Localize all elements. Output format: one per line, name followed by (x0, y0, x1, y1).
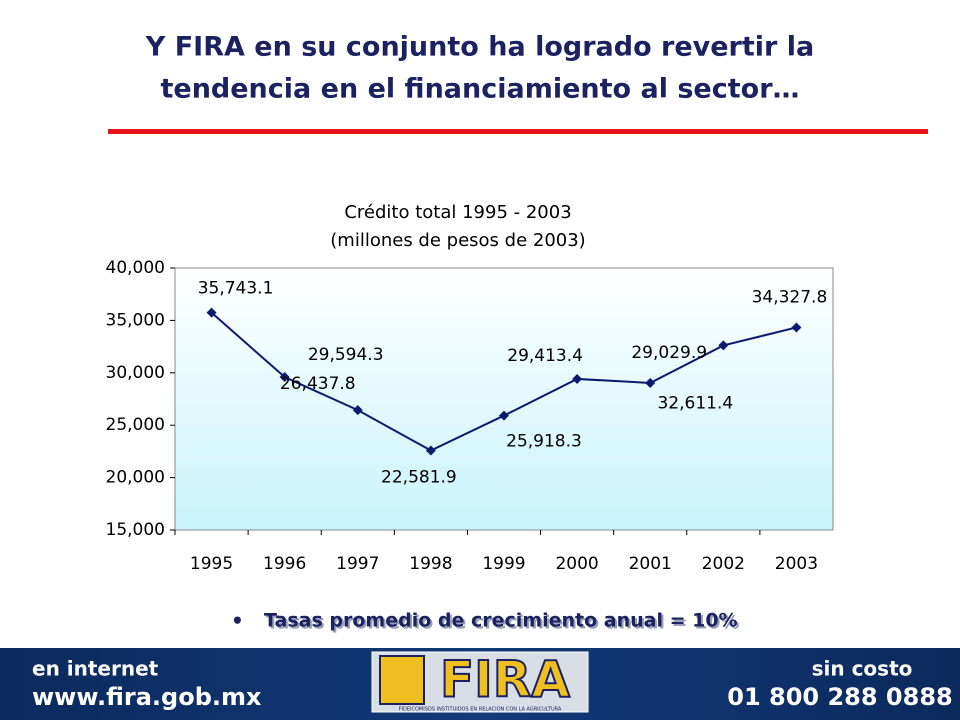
x-tick-label: 1996 (263, 554, 306, 574)
data-label: 34,327.8 (752, 287, 828, 307)
y-tick-label: 20,000 (106, 468, 165, 488)
x-tick-label: 1998 (409, 554, 452, 574)
logo-emblem (379, 655, 425, 705)
y-tick-label: 30,000 (106, 363, 165, 383)
bullet-dot: • (231, 609, 244, 633)
y-tick-label: 25,000 (106, 415, 165, 435)
data-point (352, 405, 363, 416)
footer-phone: 01 800 288 0888 (727, 683, 952, 711)
title-rule (108, 129, 928, 134)
data-point (791, 322, 802, 333)
x-tick-label: 2001 (629, 554, 672, 574)
data-point (425, 445, 436, 456)
data-point (279, 372, 290, 383)
data-label: 29,594.3 (308, 345, 384, 365)
data-point (572, 373, 583, 384)
x-tick-label: 2000 (555, 554, 598, 574)
data-label: 32,611.4 (657, 393, 733, 413)
data-point (206, 307, 217, 318)
x-tick-label: 2003 (775, 554, 818, 574)
chart-subtitle: (millones de pesos de 2003) (330, 230, 585, 251)
logo: FIRA (440, 651, 570, 709)
data-label: 25,918.3 (506, 432, 582, 452)
y-tick-label: 40,000 (106, 258, 165, 278)
x-tick-label: 2002 (702, 554, 745, 574)
bullet-shadow: Tasas promedio de crecimiento anual = 10… (266, 612, 740, 634)
x-tick-label: 1995 (190, 554, 233, 574)
x-tick-label: 1997 (336, 554, 379, 574)
data-point (718, 340, 729, 351)
chart-title: Crédito total 1995 - 2003 (344, 202, 571, 223)
data-label: 35,743.1 (198, 279, 274, 299)
footer-url: www.fira.gob.mx (32, 683, 262, 711)
x-tick-label: 1999 (482, 554, 525, 574)
footer-text: sin costo (812, 657, 913, 681)
data-label: 29,029.9 (631, 343, 707, 363)
slide-title: tendencia en el financiamiento al sector… (160, 74, 799, 105)
bullet-text: Tasas promedio de crecimiento anual = 10… (264, 610, 738, 632)
data-label: 29,413.4 (507, 346, 583, 366)
data-label: 22,581.9 (381, 468, 457, 488)
y-tick-label: 15,000 (106, 520, 165, 540)
slide-title: Y FIRA en su conjunto ha logrado reverti… (145, 32, 814, 63)
plot-area (174, 267, 834, 531)
data-label: 26,437.8 (280, 374, 356, 394)
y-tick-label: 35,000 (106, 310, 165, 330)
data-point (645, 377, 656, 388)
data-point (499, 410, 509, 421)
logo-caption: FIDEICOMISOS INSTITUIDOS EN RELACION CON… (399, 707, 562, 713)
footer-text: en internet (32, 657, 159, 681)
